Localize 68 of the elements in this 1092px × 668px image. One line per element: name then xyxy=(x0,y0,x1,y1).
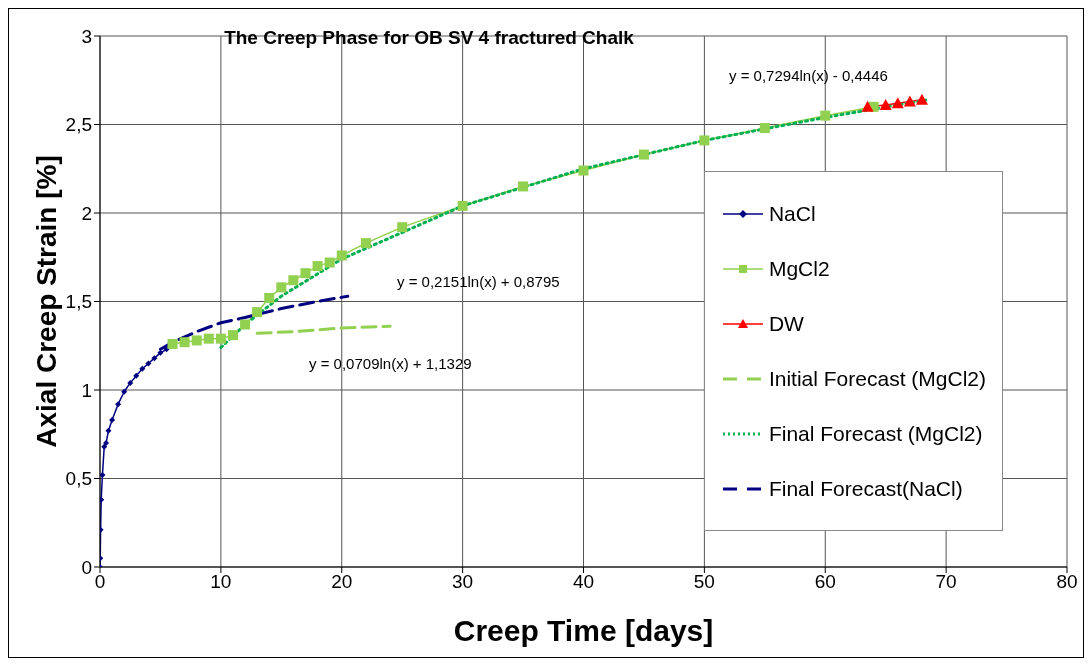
y-axis-title: Axial Creep Strain [%] xyxy=(30,155,62,448)
x-tick-label: 70 xyxy=(935,571,957,593)
y-tick-label: 1,5 xyxy=(65,291,92,313)
point xyxy=(227,330,238,341)
x-tick-label: 30 xyxy=(452,571,474,593)
point xyxy=(215,333,226,344)
point xyxy=(127,379,134,386)
point xyxy=(163,346,170,353)
point xyxy=(167,338,178,349)
legend-label: MgCl2 xyxy=(768,256,830,281)
point xyxy=(276,282,287,293)
point xyxy=(133,372,140,379)
legend-label: NaCl xyxy=(768,201,816,226)
x-tick-label: 10 xyxy=(210,571,232,593)
x-tick-label: 80 xyxy=(1056,571,1078,593)
y-tick-label: 3 xyxy=(81,25,92,47)
y-tick-label: 0,5 xyxy=(65,468,92,490)
point xyxy=(879,99,892,111)
point xyxy=(820,110,831,121)
legend-label: Initial Forecast (MgCl2) xyxy=(768,366,986,391)
point xyxy=(151,355,158,362)
point xyxy=(915,93,928,105)
legend-label: Final Forecast (MgCl2) xyxy=(768,421,983,446)
x-tick-label: 60 xyxy=(814,571,836,593)
line-series xyxy=(255,324,392,335)
point xyxy=(300,268,311,279)
y-tick-label: 1 xyxy=(81,379,92,401)
point xyxy=(360,238,371,249)
point xyxy=(100,496,105,503)
point xyxy=(861,100,874,112)
annotation: y = 0,7294ln(x) - 0,4446 xyxy=(729,67,888,84)
chart-title: The Creep Phase for OB SV 4 fractured Chalk xyxy=(224,27,634,48)
point xyxy=(109,417,116,424)
x-tick-label: 20 xyxy=(331,571,353,593)
point xyxy=(457,200,468,211)
point xyxy=(121,388,128,395)
point xyxy=(115,401,122,408)
point xyxy=(288,275,299,286)
y-tick-label: 2 xyxy=(81,202,92,224)
point xyxy=(252,307,263,318)
point xyxy=(578,165,589,176)
y-tick-label: 2,5 xyxy=(65,114,92,136)
point xyxy=(312,261,323,272)
x-tick-label: 50 xyxy=(693,571,715,593)
point xyxy=(191,335,202,346)
point xyxy=(397,222,408,233)
point xyxy=(324,257,335,268)
point xyxy=(903,95,916,107)
y-tick-label: 0 xyxy=(81,556,92,578)
x-tick-label: 40 xyxy=(572,571,595,593)
point xyxy=(139,365,146,372)
legend-label: DW xyxy=(768,311,804,336)
legend-label: Final Forecast(NaCl) xyxy=(768,476,963,501)
point xyxy=(105,427,112,434)
point xyxy=(891,97,904,109)
point xyxy=(699,135,710,146)
point xyxy=(518,181,529,192)
point xyxy=(179,337,190,348)
point xyxy=(336,250,347,261)
point xyxy=(759,123,770,134)
point xyxy=(240,319,251,330)
point xyxy=(264,292,275,303)
x-axis-title: Creep Time [days] xyxy=(453,614,714,647)
point xyxy=(145,360,152,367)
point xyxy=(100,471,106,478)
point xyxy=(203,333,214,344)
point xyxy=(157,349,164,356)
point xyxy=(638,149,649,160)
